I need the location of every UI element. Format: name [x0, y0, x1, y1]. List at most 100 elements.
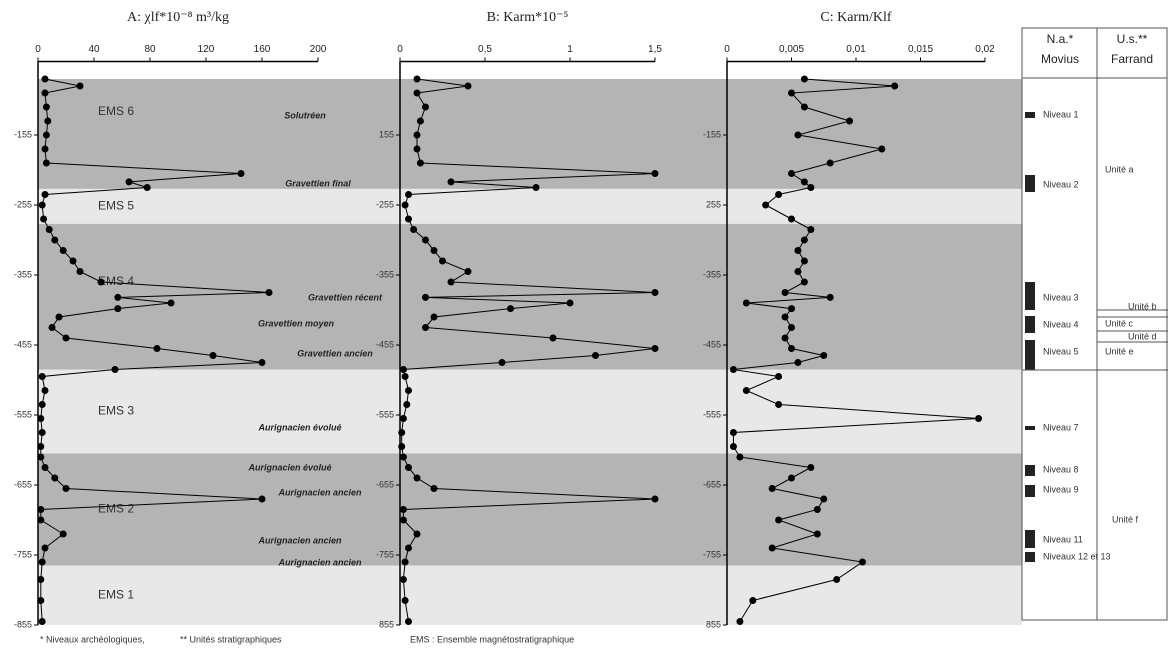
data-point [422, 236, 429, 244]
unit-label: Unité f [1112, 514, 1139, 524]
x-tick-label: 0 [35, 44, 41, 55]
niveau-label: Niveau 7 [1043, 422, 1079, 432]
data-point [41, 544, 49, 552]
data-point [813, 530, 821, 538]
data-point [405, 618, 412, 625]
x-tick-label: 0,005 [779, 44, 804, 55]
unit-label: Unité a [1105, 164, 1134, 174]
data-point [794, 247, 802, 254]
data-point [413, 75, 421, 83]
annotation: Aurignacien ancien [277, 557, 362, 567]
band-label: EMS 2 [98, 502, 134, 516]
annotation: Gravettien ancien [297, 348, 373, 358]
data-point [413, 89, 421, 97]
data-point [794, 131, 802, 139]
data-point [41, 464, 49, 471]
data-point [788, 170, 795, 177]
data-point [729, 366, 737, 373]
data-point [775, 516, 783, 524]
data-point [422, 103, 429, 111]
data-point [37, 415, 45, 422]
data-point [41, 191, 49, 198]
y-tick-label: -755 [703, 549, 721, 559]
data-point [38, 401, 46, 408]
y-tick-label: -555 [703, 409, 721, 419]
data-point [416, 159, 424, 167]
data-point [37, 453, 45, 461]
footnote: ** Unités stratigraphiques [180, 634, 282, 644]
data-point [405, 544, 412, 552]
data-point [76, 268, 84, 275]
data-point [781, 289, 789, 296]
y-tick-label: -455 [376, 339, 394, 349]
niveau-label: Niveau 8 [1043, 464, 1079, 474]
x-tick-label: 120 [198, 44, 215, 55]
data-point [788, 89, 795, 97]
data-point [399, 506, 407, 513]
data-point [237, 170, 245, 177]
band [38, 565, 1022, 625]
data-point [800, 236, 808, 244]
data-point [398, 443, 406, 450]
data-point [846, 117, 854, 125]
data-point [153, 345, 161, 352]
niveau-label: Niveau 11 [1043, 534, 1083, 544]
y-tick-label: -755 [14, 549, 32, 559]
data-point [37, 443, 45, 450]
data-point [549, 334, 557, 342]
strat-frame [1021, 27, 1168, 621]
data-point [76, 82, 84, 90]
data-point [729, 429, 737, 436]
data-point [775, 401, 783, 408]
band-label: EMS 6 [98, 104, 134, 118]
x-tick-label: 40 [88, 44, 100, 55]
data-point [781, 313, 789, 321]
y-tick-label: -355 [14, 269, 32, 279]
data-point [55, 313, 63, 321]
data-point [125, 178, 133, 186]
data-point [401, 597, 409, 604]
data-point [405, 215, 412, 223]
data-point [62, 334, 70, 342]
data-point [399, 576, 407, 583]
data-point [749, 597, 757, 604]
profile-line [401, 78, 656, 622]
niveau-marker [1025, 465, 1035, 476]
y-tick-label: -555 [14, 409, 32, 419]
chart-title: A: χlf*10⁻⁸ m³/kg [127, 10, 229, 25]
x-tick-label: 0,015 [908, 44, 933, 55]
niveau-marker [1025, 282, 1035, 310]
column-header: U.s.** [1117, 32, 1148, 46]
data-point [794, 268, 802, 275]
data-point [826, 293, 834, 301]
data-point [38, 373, 46, 380]
y-tick-label: -455 [703, 339, 721, 349]
data-point [532, 184, 540, 191]
data-point [40, 215, 48, 223]
data-point [258, 359, 266, 366]
niveau-label: Niveau 9 [1043, 484, 1079, 494]
data-point [399, 415, 407, 422]
data-point [729, 443, 737, 450]
data-point [775, 191, 783, 198]
data-point [114, 293, 122, 301]
y-tick-label: -355 [703, 269, 721, 279]
x-tick-label: 0 [724, 44, 730, 55]
y-tick-label: -255 [14, 199, 32, 209]
data-point [768, 485, 776, 492]
data-point [833, 576, 841, 583]
data-point [651, 345, 659, 352]
data-point [401, 373, 409, 380]
data-point [788, 305, 795, 313]
data-point [439, 257, 446, 265]
unit-label: Unité e [1105, 346, 1134, 356]
data-point [422, 324, 429, 331]
annotation: Aurignacien ancien [277, 487, 362, 497]
data-point [800, 278, 808, 286]
annotation: Aurignacien évolué [257, 422, 341, 432]
data-point [858, 558, 866, 566]
y-tick-label: 155 [379, 129, 394, 139]
data-point [651, 170, 659, 177]
footnote: EMS : Ensemble magnétostratigraphique [410, 634, 574, 644]
annotation: Aurignacien ancien [257, 535, 342, 545]
